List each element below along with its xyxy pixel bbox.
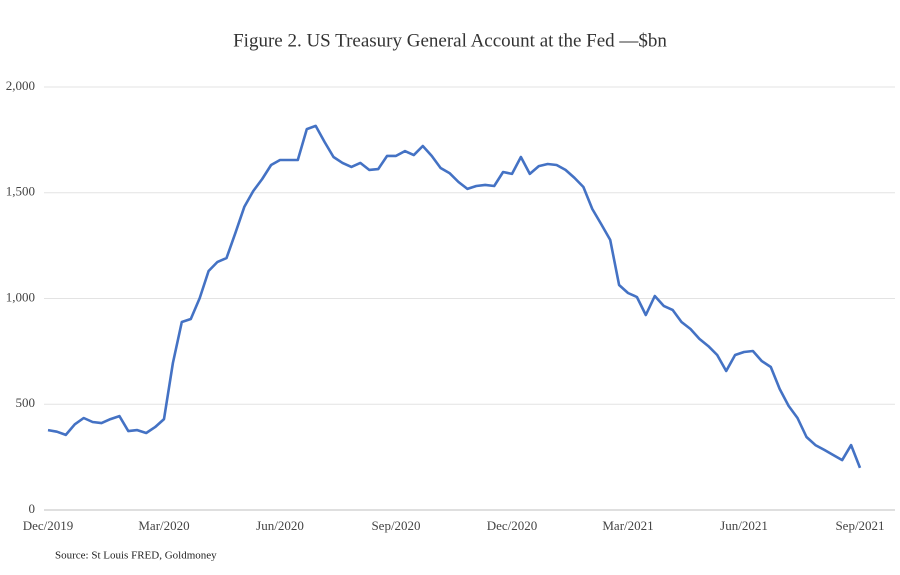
y-tick-label: 2,000 [6,78,35,93]
y-tick-label: 1,000 [6,289,35,304]
x-tick-label: Mar/2021 [602,518,653,533]
chart-title: Figure 2. US Treasury General Account at… [233,30,667,51]
source-note: Source: St Louis FRED, Goldmoney [55,550,217,562]
y-tick-label: 0 [29,501,36,516]
x-tick-label: Sep/2021 [835,518,884,533]
y-tick-label: 1,500 [6,184,35,199]
x-tick-label: Mar/2020 [138,518,189,533]
x-tick-label: Dec/2020 [487,518,538,533]
x-tick-label: Jun/2020 [256,518,304,533]
x-tick-label: Sep/2020 [371,518,420,533]
x-tick-label: Jun/2021 [720,518,768,533]
y-tick-label: 500 [16,395,36,410]
x-tick-label: Dec/2019 [23,518,74,533]
data-line [47,124,862,469]
